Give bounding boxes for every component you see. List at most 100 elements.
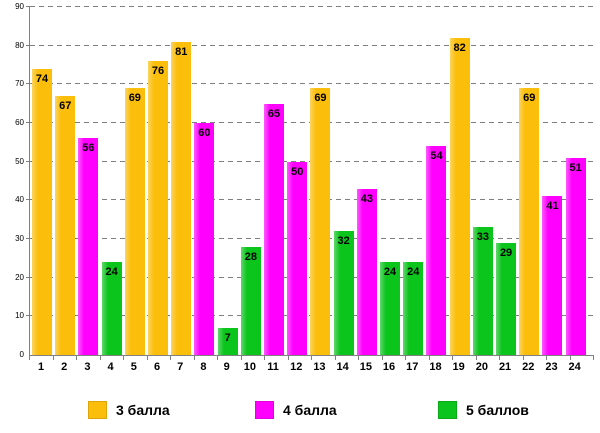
x-axis-label: 21 xyxy=(498,361,512,373)
x-axis-label: 22 xyxy=(522,361,535,373)
bar-7: 81 xyxy=(171,41,192,355)
bar-value-label: 76 xyxy=(151,65,165,78)
y-axis-tick xyxy=(26,199,30,201)
x-axis-tick xyxy=(52,356,54,360)
y-axis-tick xyxy=(26,160,30,162)
bar-value-label: 24 xyxy=(383,266,397,279)
bar-16: 24 xyxy=(380,262,401,355)
y-axis-label: 60 xyxy=(15,118,24,127)
y-axis-tick xyxy=(26,122,30,123)
legend-label: 4 балла xyxy=(283,402,337,418)
bar-value-label: 50 xyxy=(291,165,304,178)
legend-swatch xyxy=(255,401,274,419)
bar-value-label: 81 xyxy=(175,45,188,58)
x-axis-tick xyxy=(334,356,336,360)
gridline xyxy=(26,44,594,46)
bar-value-label: 74 xyxy=(35,72,49,85)
gridline xyxy=(26,83,594,85)
y-axis-label: 10 xyxy=(15,311,24,321)
y-axis-label: 70 xyxy=(15,79,24,89)
x-axis-tick xyxy=(381,356,383,360)
bar-value-label: 54 xyxy=(430,150,443,163)
bar-24: 51 xyxy=(565,157,586,355)
bar-value-label: 69 xyxy=(523,92,536,105)
bar-value-label: 7 xyxy=(224,331,231,344)
x-axis-tick xyxy=(29,356,30,360)
x-axis-tick xyxy=(475,356,477,360)
legend-label: 3 балла xyxy=(116,402,170,418)
x-axis-label: 24 xyxy=(568,361,581,373)
legend-swatch xyxy=(438,401,457,419)
legend-label: 5 баллов xyxy=(466,402,529,418)
x-axis-label: 18 xyxy=(429,361,442,373)
gridline xyxy=(26,6,594,7)
bars-container: 74 67 56 24 69 76 81 60 7 28 65 50 69 32 43 24 24 54 82 33 2… xyxy=(30,7,594,355)
y-axis-label: 50 xyxy=(15,156,24,166)
x-axis-labels: 1 2 3 4 5 6 7 8 9 10 11 12 13 14 15 16 17 18 19 20 21 22 23 24 xyxy=(29,360,593,376)
y-axis-tick xyxy=(26,44,30,46)
y-axis-label: 30 xyxy=(15,234,24,243)
y-axis-label: 40 xyxy=(15,195,24,205)
bar-value-label: 60 xyxy=(198,127,211,139)
x-axis-tick xyxy=(546,356,547,360)
x-axis-tick xyxy=(405,356,406,360)
y-axis-label: 0 xyxy=(19,350,24,359)
x-axis-label: 20 xyxy=(475,361,488,373)
bar-8: 60 xyxy=(194,123,215,355)
x-axis-label: 17 xyxy=(406,361,419,373)
x-axis-label: 10 xyxy=(243,361,256,373)
x-axis-label: 6 xyxy=(153,361,161,373)
x-axis-label: 9 xyxy=(223,361,230,373)
x-axis-tick xyxy=(76,356,77,360)
bar-value-label: 24 xyxy=(407,266,420,279)
bar-value-label: 67 xyxy=(59,99,72,112)
x-axis-tick xyxy=(123,356,124,360)
x-axis-label: 13 xyxy=(313,361,326,373)
bar-11: 65 xyxy=(264,103,285,355)
x-axis-tick xyxy=(99,356,101,360)
x-axis-tick xyxy=(264,356,265,360)
bar-21: 29 xyxy=(496,242,517,355)
y-axis-label: 80 xyxy=(15,40,24,50)
bar-5: 69 xyxy=(124,88,145,355)
x-axis-label: 4 xyxy=(107,361,114,373)
x-axis-tick xyxy=(569,356,571,360)
y-axis-tick xyxy=(26,6,30,7)
bar-value-label: 51 xyxy=(569,161,582,174)
x-axis-tick xyxy=(240,356,242,360)
x-axis-tick xyxy=(287,356,289,360)
y-axis-tick xyxy=(26,315,30,317)
x-axis-label: 12 xyxy=(290,361,303,373)
bar-17: 24 xyxy=(403,262,424,355)
x-axis-tick xyxy=(452,356,453,360)
bar-20: 33 xyxy=(472,227,493,355)
x-axis-tick xyxy=(358,356,359,360)
bar-value-label: 69 xyxy=(314,92,327,105)
x-axis-label: 2 xyxy=(61,361,68,373)
x-axis-label: 11 xyxy=(267,361,279,373)
x-axis-tick xyxy=(428,356,430,360)
x-axis-tick xyxy=(217,356,218,360)
bar-18: 54 xyxy=(426,146,447,355)
bar-9: 7 xyxy=(217,327,238,355)
bar-value-label: 41 xyxy=(546,200,559,213)
x-axis-label: 15 xyxy=(359,361,372,373)
bar-14: 32 xyxy=(333,231,354,355)
y-axis-tick xyxy=(26,83,30,85)
x-axis-label: 23 xyxy=(545,361,558,373)
y-axis-tick xyxy=(26,238,30,239)
x-axis-label: 14 xyxy=(336,361,349,373)
x-axis-label: 8 xyxy=(200,361,207,373)
legend-item: 4 балла xyxy=(255,401,337,419)
bar-1: 74 xyxy=(32,68,52,355)
bar-value-label: 32 xyxy=(337,235,350,248)
bar-value-label: 28 xyxy=(244,250,257,263)
y-axis-tick xyxy=(26,276,30,278)
bar-12: 50 xyxy=(287,161,308,355)
bar-10: 28 xyxy=(240,246,261,355)
x-axis-label: 7 xyxy=(177,361,184,373)
x-axis-tick xyxy=(522,356,524,360)
x-axis-tick xyxy=(146,356,148,360)
x-axis-tick xyxy=(170,356,171,360)
